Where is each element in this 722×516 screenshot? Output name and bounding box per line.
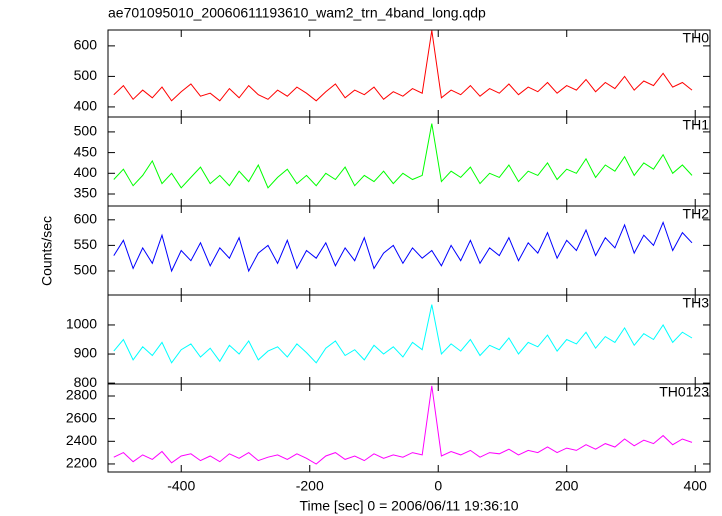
panel-label: TH2 [683, 206, 710, 222]
x-tick-label: 0 [434, 478, 442, 494]
data-line [113, 30, 693, 102]
chart-title: ae701095010_20060611193610_wam2_trn_4ban… [108, 5, 486, 21]
y-tick-label: 550 [74, 236, 98, 252]
panel-label: TH1 [683, 117, 710, 133]
y-tick-label: 600 [74, 37, 98, 53]
y-tick-label: 600 [74, 211, 98, 227]
y-tick-label: 500 [74, 67, 98, 83]
y-tick-label: 350 [74, 185, 98, 201]
y-tick-label: 500 [74, 123, 98, 139]
x-tick-label: -200 [296, 478, 324, 494]
data-line [113, 385, 693, 465]
data-line [113, 304, 693, 364]
panel-frame [107, 116, 711, 207]
x-tick-label: 400 [684, 478, 708, 494]
panel-frame [107, 383, 711, 473]
panel-label: TH0 [683, 30, 710, 46]
y-tick-label: 400 [74, 164, 98, 180]
x-axis-label: Time [sec] 0 = 2006/06/11 19:36:10 [299, 498, 518, 514]
y-tick-label: 800 [74, 374, 98, 390]
y-tick-label: 2600 [66, 409, 97, 425]
panel-frame [107, 294, 711, 385]
x-tick-label: -400 [167, 478, 195, 494]
y-tick-label: 900 [74, 345, 98, 361]
panel-frame [107, 205, 711, 296]
panel-label: TH3 [683, 295, 710, 311]
y-tick-label: 450 [74, 143, 98, 159]
y-tick-label: 2200 [66, 455, 97, 471]
panel-label: TH0123 [659, 384, 709, 400]
y-tick-label: 500 [74, 262, 98, 278]
y-axis-label: Counts/sec [39, 216, 55, 286]
y-tick-label: 2800 [66, 387, 97, 403]
data-line [113, 220, 693, 273]
y-tick-label: 1000 [66, 316, 97, 332]
x-tick-label: 200 [555, 478, 579, 494]
data-line [113, 123, 693, 189]
panel-frame [107, 29, 711, 118]
y-tick-label: 400 [74, 98, 98, 114]
y-tick-label: 2400 [66, 432, 97, 448]
